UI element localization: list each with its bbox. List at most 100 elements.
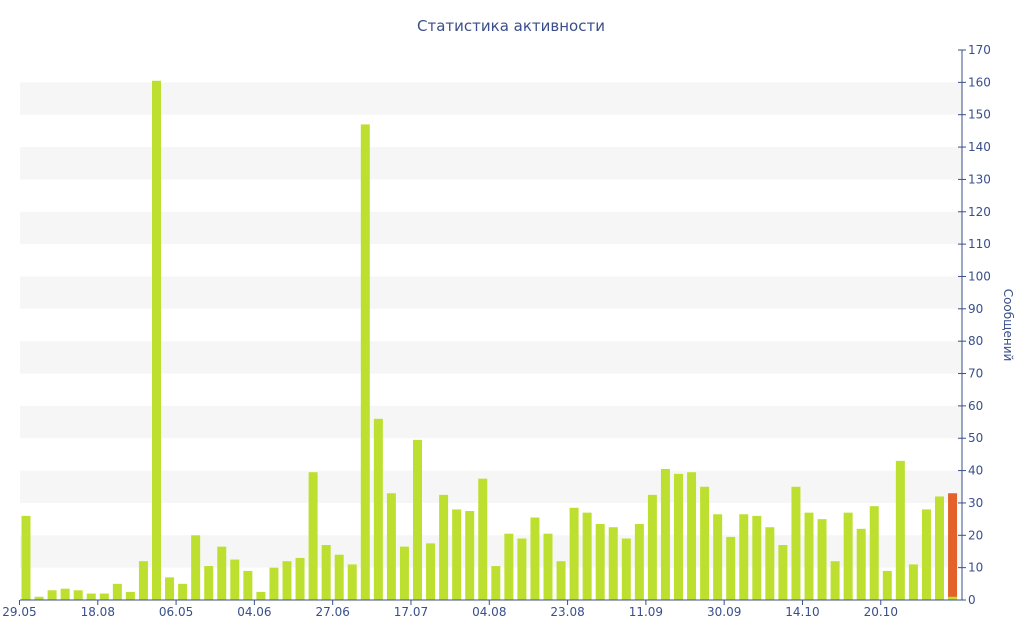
bar [243,570,253,600]
bar [647,494,657,600]
x-axis-ticks: 29.05 18.08 06.05 04.06 27.06 17.07 04.08 23.08… [2,600,898,619]
bar [908,564,918,600]
bar [34,596,44,600]
y-tick-label: 80 [968,334,983,348]
bar [726,536,736,600]
bar [674,473,683,600]
bar [334,554,344,600]
bar [778,545,788,600]
bar [569,507,579,600]
y-tick-label: 120 [968,205,991,219]
bar [739,514,749,600]
x-tick-label: 04.08 [472,605,506,619]
y-tick-label: 170 [968,43,991,57]
bar [112,583,122,600]
bar [282,561,292,600]
bar [360,124,370,600]
bars-layer [21,80,958,601]
bar [60,588,70,600]
bar [373,418,383,600]
grid-bands [20,82,962,568]
bar [217,546,227,600]
bar [595,523,605,600]
chart-title: Статистика активности [417,17,605,35]
bar [439,494,449,600]
bar [347,564,357,600]
bar [386,493,396,600]
x-tick-label: 29.05 [2,605,36,619]
bar [608,527,618,600]
bar [73,590,83,600]
grid-band [20,405,962,439]
bar [321,545,331,600]
bar [856,528,866,600]
bar [843,512,853,600]
bar [138,561,148,600]
bar [426,543,436,600]
grid-band [20,276,962,309]
bar [86,593,96,600]
y-tick-label: 130 [968,172,991,186]
bar [765,527,775,600]
grid-band [20,470,962,503]
grid-band [20,341,962,374]
grid-band [20,147,962,180]
bar [700,486,710,600]
x-tick-label: 27.06 [315,605,349,619]
bar [21,515,31,600]
y-tick-label: 140 [968,140,991,154]
bar [830,561,840,600]
bar [269,567,279,600]
x-tick-label: 06.05 [159,605,193,619]
x-tick-label: 20.10 [864,605,898,619]
bar [791,486,801,600]
bar [713,514,723,600]
y-axis-ticks: 0 10 20 30 40 50 60 70 80 90 100 110 120 130 140 150 160… [958,43,991,607]
bar [230,559,240,600]
bar [752,515,762,600]
y-axis-title: Сообщений [1001,289,1015,362]
x-tick-label: 17.07 [394,605,428,619]
bar [804,512,814,600]
grid-band [20,211,962,245]
bar [869,506,879,600]
y-tick-label: 150 [968,108,991,122]
bar [204,566,214,600]
x-tick-label: 11.09 [629,605,663,619]
bar [478,478,488,600]
bar [504,533,514,600]
bar [178,583,188,600]
bar [465,511,475,600]
bar [517,538,527,600]
bar [530,517,540,600]
bar [99,593,109,600]
y-tick-label: 70 [968,367,983,381]
y-tick-label: 20 [968,528,983,542]
bar [256,591,266,600]
bar [687,472,697,600]
x-tick-label: 23.08 [550,605,584,619]
y-tick-label: 0 [968,593,976,607]
bar [948,493,958,600]
bar [491,566,501,600]
y-tick-label: 10 [968,561,983,575]
x-tick-label: 04.06 [237,605,271,619]
y-tick-label: 60 [968,399,983,413]
bar [191,535,201,600]
y-tick-label: 30 [968,496,983,510]
bar [295,557,305,600]
bar [47,590,57,600]
bar [165,577,175,600]
bar [582,512,592,600]
bar-base [948,596,958,600]
bar [660,468,670,600]
y-tick-label: 160 [968,75,991,89]
x-tick-label: 18.08 [81,605,115,619]
bar [935,496,944,600]
y-tick-label: 100 [968,269,991,283]
bar [413,439,422,600]
x-tick-label: 30.09 [707,605,741,619]
x-tick-label: 14.10 [785,605,819,619]
bar [152,80,161,601]
